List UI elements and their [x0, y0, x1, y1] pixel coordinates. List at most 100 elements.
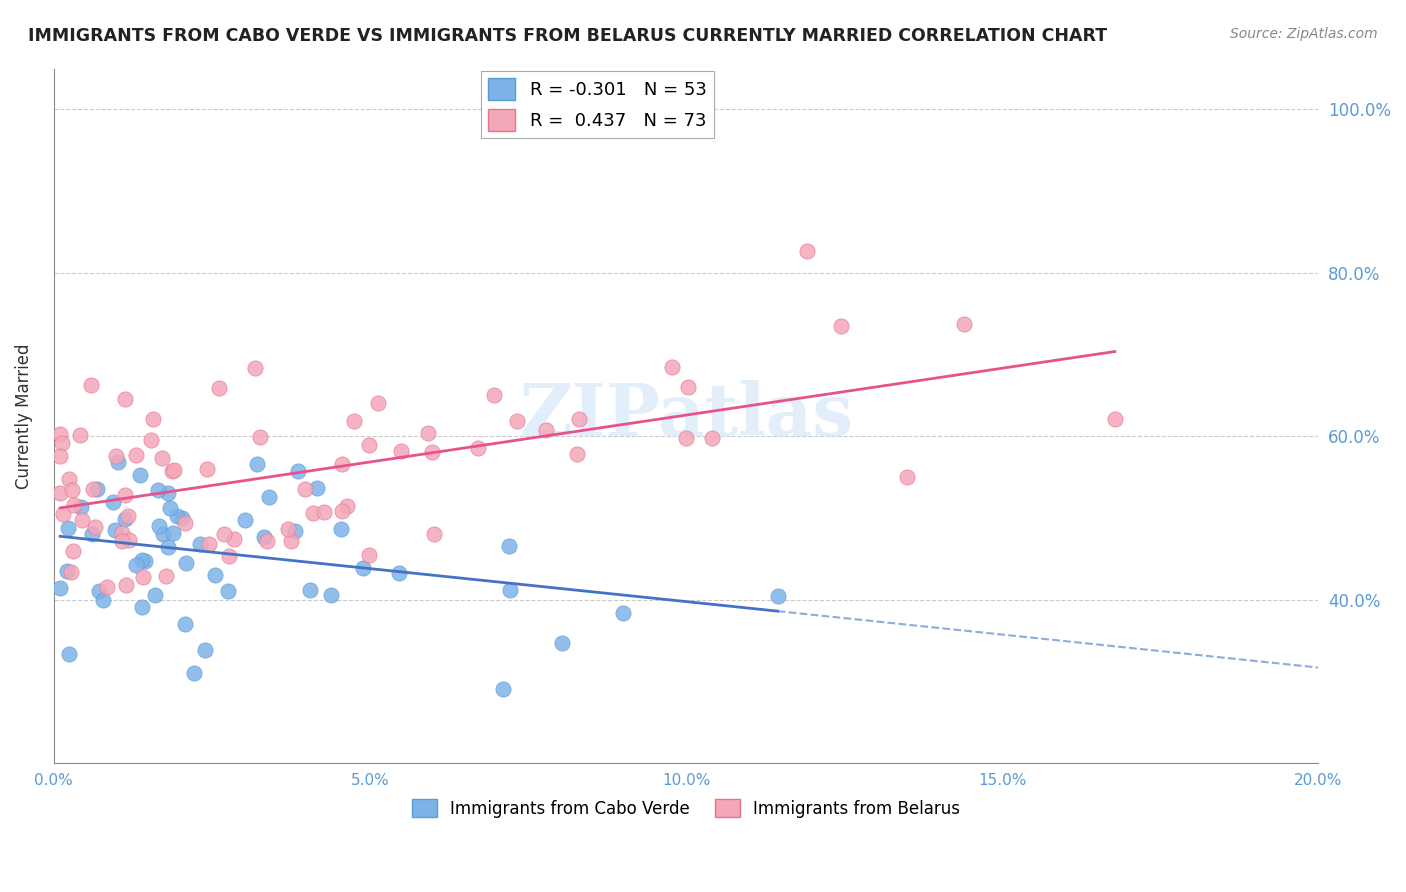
- Point: [280, 533, 302, 548]
- Point: [117, 508, 139, 523]
- Point: [58, 647, 80, 661]
- Point: [307, 481, 329, 495]
- Point: [51, 436, 73, 450]
- Point: [170, 510, 193, 524]
- Point: [550, 636, 572, 650]
- Point: [174, 556, 197, 570]
- Point: [146, 483, 169, 497]
- Point: [104, 523, 127, 537]
- Point: [256, 534, 278, 549]
- Point: [125, 558, 148, 573]
- Point: [423, 527, 446, 541]
- Point: [174, 617, 197, 632]
- Text: Source: ZipAtlas.com: Source: ZipAtlas.com: [1230, 27, 1378, 41]
- Point: [183, 666, 205, 681]
- Point: [249, 429, 271, 443]
- Point: [197, 536, 219, 550]
- Point: [233, 512, 256, 526]
- Point: [150, 450, 173, 465]
- Point: [156, 540, 179, 554]
- Point: [70, 500, 93, 514]
- Point: [58, 472, 80, 486]
- Point: [60, 483, 83, 497]
- Point: [830, 319, 852, 334]
- Point: [62, 498, 84, 512]
- Point: [217, 583, 239, 598]
- Point: [499, 582, 522, 597]
- Point: [467, 441, 489, 455]
- Point: [104, 449, 127, 463]
- Point: [367, 396, 389, 410]
- Point: [389, 444, 412, 458]
- Point: [343, 414, 366, 428]
- Point: [111, 525, 134, 540]
- Point: [131, 552, 153, 566]
- Point: [80, 527, 103, 541]
- Point: [93, 593, 115, 607]
- Point: [114, 512, 136, 526]
- Point: [214, 527, 236, 541]
- Point: [330, 504, 353, 518]
- Point: [159, 500, 181, 515]
- Point: [114, 488, 136, 502]
- Point: [336, 499, 359, 513]
- Point: [49, 581, 72, 595]
- Point: [284, 524, 307, 538]
- Point: [148, 519, 170, 533]
- Point: [567, 447, 589, 461]
- Point: [277, 522, 299, 536]
- Point: [174, 516, 197, 530]
- Point: [194, 642, 217, 657]
- Point: [96, 581, 118, 595]
- Point: [101, 494, 124, 508]
- Point: [49, 449, 72, 463]
- Point: [143, 588, 166, 602]
- Point: [252, 530, 274, 544]
- Point: [155, 569, 177, 583]
- Point: [125, 448, 148, 462]
- Point: [142, 412, 165, 426]
- Point: [418, 425, 440, 440]
- Point: [72, 514, 94, 528]
- Point: [218, 549, 240, 563]
- Point: [62, 544, 84, 558]
- Point: [498, 539, 520, 553]
- Point: [222, 532, 245, 546]
- Point: [160, 464, 183, 478]
- Point: [568, 412, 591, 426]
- Point: [482, 387, 505, 401]
- Point: [243, 360, 266, 375]
- Point: [118, 533, 141, 548]
- Point: [534, 423, 557, 437]
- Point: [294, 483, 316, 497]
- Point: [299, 582, 322, 597]
- Point: [84, 519, 107, 533]
- Point: [114, 392, 136, 406]
- Point: [107, 455, 129, 469]
- Point: [59, 565, 82, 579]
- Point: [134, 554, 156, 568]
- Point: [352, 561, 374, 575]
- Point: [330, 457, 353, 471]
- Point: [259, 490, 281, 504]
- Point: [208, 381, 231, 395]
- Point: [661, 360, 683, 375]
- Text: ZIPatlas: ZIPatlas: [519, 380, 853, 451]
- Point: [287, 464, 309, 478]
- Point: [114, 578, 136, 592]
- Point: [111, 533, 134, 548]
- Point: [321, 588, 343, 602]
- Point: [49, 427, 72, 442]
- Point: [131, 599, 153, 614]
- Point: [56, 521, 79, 535]
- Text: IMMIGRANTS FROM CABO VERDE VS IMMIGRANTS FROM BELARUS CURRENTLY MARRIED CORRELAT: IMMIGRANTS FROM CABO VERDE VS IMMIGRANTS…: [28, 27, 1108, 45]
- Point: [492, 682, 515, 697]
- Point: [89, 583, 111, 598]
- Point: [896, 470, 918, 484]
- Point: [506, 414, 529, 428]
- Point: [357, 437, 380, 451]
- Point: [357, 548, 380, 562]
- Point: [195, 462, 218, 476]
- Point: [204, 567, 226, 582]
- Point: [676, 380, 699, 394]
